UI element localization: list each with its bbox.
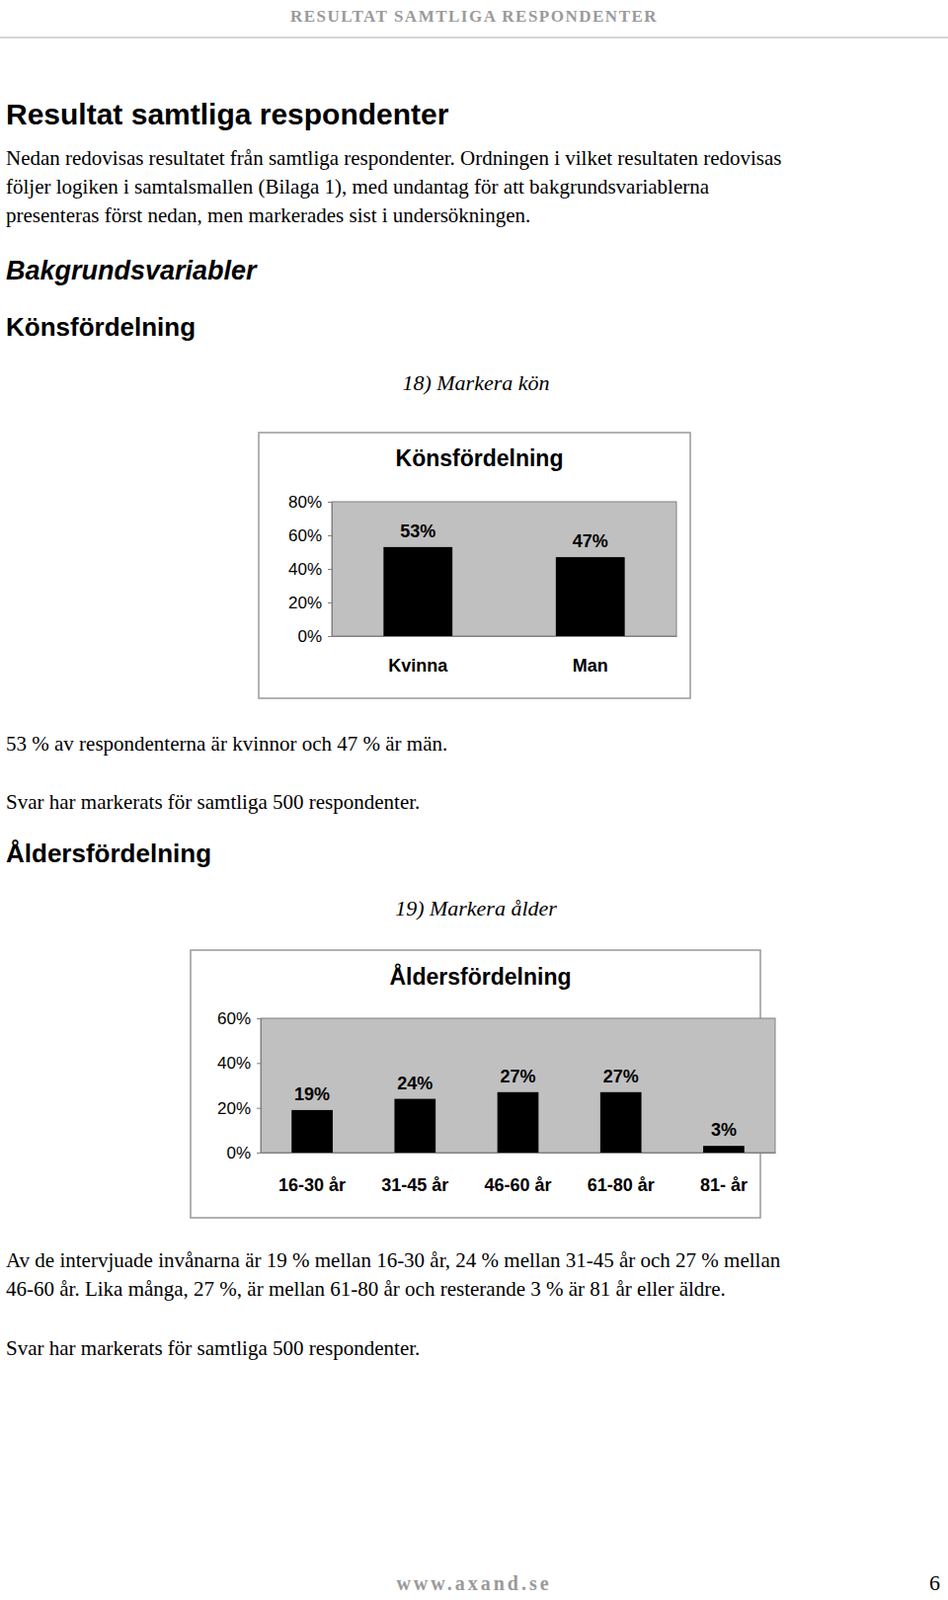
chart-title: Åldersfördelning — [389, 962, 571, 990]
data-label: 27% — [603, 1066, 639, 1087]
data-label: 27% — [499, 1066, 536, 1087]
y-tick-label: 20% — [217, 1099, 251, 1118]
y-tick: 40% — [288, 559, 332, 579]
x-axis: Kvinna Man — [332, 635, 678, 676]
y-axis-line — [327, 502, 333, 637]
note: Svar har markerats för samtliga 500 resp… — [5, 790, 420, 814]
y-tick-mark — [256, 1107, 261, 1109]
y-tick-label: 20% — [288, 593, 322, 613]
y-tick: 0% — [226, 1143, 261, 1163]
intro-line: presenteras först nedan, men markerades … — [5, 203, 531, 228]
x-tick: 81- år — [700, 1152, 748, 1195]
x-tick: 16-30 år — [278, 1152, 346, 1195]
x-tick-label: 31-45 år — [381, 1175, 449, 1195]
paragraph-line: 53 % av respondenterna är kvinnor och 47… — [5, 731, 448, 756]
y-tick-label: 0% — [297, 627, 322, 646]
paragraph-line: Av de intervjuade invånarna är 19 % mell… — [5, 1248, 782, 1272]
intro-line: följer logiken i samtalsmallen (Bilaga 1… — [5, 174, 711, 199]
page-number: 6 — [929, 1570, 941, 1595]
x-tick: 46-60 år — [483, 1152, 552, 1195]
y-tick-mark — [327, 635, 332, 637]
bar — [291, 1109, 333, 1153]
y-tick-mark — [327, 535, 332, 537]
x-tick: Man — [572, 635, 609, 676]
data-label: 24% — [396, 1073, 433, 1094]
question: 18) Markera kön — [401, 370, 550, 395]
y-tick: 80% — [288, 492, 332, 512]
chart: Åldersfördelning 0% 20% 40% 60% 16-30 år 31-45… — [190, 949, 777, 1218]
y-tick: 20% — [217, 1099, 261, 1118]
y-axis: 0% 20% 40% 60% — [217, 1009, 262, 1163]
footer-url: www.axand.se — [395, 1572, 552, 1594]
y-tick-label: 80% — [288, 492, 322, 512]
x-tick-label: 61-80 år — [587, 1175, 655, 1195]
y-tick: 60% — [288, 526, 332, 546]
chart-title: Könsfördelning — [395, 445, 564, 472]
header-rule — [0, 37, 948, 39]
bars — [291, 1092, 744, 1153]
section-title: Bakgrundsvariabler — [5, 255, 258, 286]
y-tick-label: 60% — [288, 526, 322, 546]
bar — [394, 1099, 436, 1153]
x-axis-line — [261, 1152, 777, 1154]
x-tick: 61-80 år — [587, 1152, 655, 1195]
plot-area — [331, 501, 677, 636]
data-label: 19% — [294, 1084, 330, 1105]
y-tick-mark — [256, 1018, 261, 1020]
y-tick: 20% — [288, 593, 332, 613]
bar — [555, 556, 626, 636]
bar — [600, 1092, 642, 1153]
intro-line: Nedan redovisas resultatet från samtliga… — [5, 146, 783, 170]
data-labels: 19% 24% 27% 27% 3% — [294, 1066, 737, 1140]
section-heading: Åldersfördelning — [5, 838, 212, 869]
y-tick: 0% — [297, 627, 332, 646]
x-tick: Kvinna — [388, 635, 449, 676]
data-label: 47% — [572, 531, 609, 552]
note: Svar har markerats för samtliga 500 resp… — [5, 1336, 420, 1360]
x-tick-label: 16-30 år — [278, 1175, 346, 1195]
data-label: 53% — [399, 521, 436, 542]
chart: Könsfördelning 0% 20% 40% 60% 80% Kvinna Man 53%… — [258, 432, 691, 699]
y-tick: 40% — [217, 1053, 261, 1073]
chart-frame — [258, 432, 691, 699]
page: RESULTAT SAMTLIGA RESPONDENTER Resultat s… — [0, 0, 948, 1600]
bars — [383, 547, 625, 636]
y-tick-label: 40% — [288, 559, 322, 579]
y-tick-mark — [256, 1062, 261, 1064]
y-tick-label: 0% — [226, 1143, 251, 1163]
paragraph-line: 46-60 år. Lika många, 27 %, är mellan 61… — [5, 1276, 726, 1301]
bar — [383, 547, 453, 636]
y-tick-label: 40% — [217, 1053, 251, 1073]
data-label: 3% — [711, 1119, 737, 1140]
y-axis-line — [256, 1019, 262, 1154]
bar — [497, 1092, 540, 1153]
x-axis-line — [332, 635, 678, 637]
x-tick-label: Kvinna — [388, 655, 449, 676]
running-header: RESULTAT SAMTLIGA RESPONDENTER — [290, 6, 658, 26]
y-tick-mark — [327, 602, 332, 604]
x-tick-label: Man — [572, 655, 609, 676]
question: 19) Markera ålder — [395, 895, 557, 921]
x-tick-label: 81- år — [700, 1175, 748, 1195]
y-tick-mark — [327, 501, 332, 503]
x-axis: 16-30 år 31-45 år 46-60 år 61-80 år 81- år — [261, 1152, 777, 1195]
y-tick: 60% — [217, 1009, 261, 1028]
section-heading: Könsfördelning — [5, 312, 196, 342]
plot-area — [260, 1018, 776, 1153]
x-tick: 31-45 år — [381, 1152, 449, 1195]
x-tick-label: 46-60 år — [483, 1175, 552, 1195]
y-tick-mark — [256, 1152, 261, 1154]
page-title: Resultat samtliga respondenter — [5, 97, 450, 131]
bar — [703, 1145, 745, 1153]
y-tick-label: 60% — [217, 1009, 251, 1028]
data-labels: 53% 47% — [399, 521, 609, 552]
y-tick-mark — [327, 568, 332, 570]
y-axis: 0% 20% 40% 60% 80% — [288, 492, 333, 646]
